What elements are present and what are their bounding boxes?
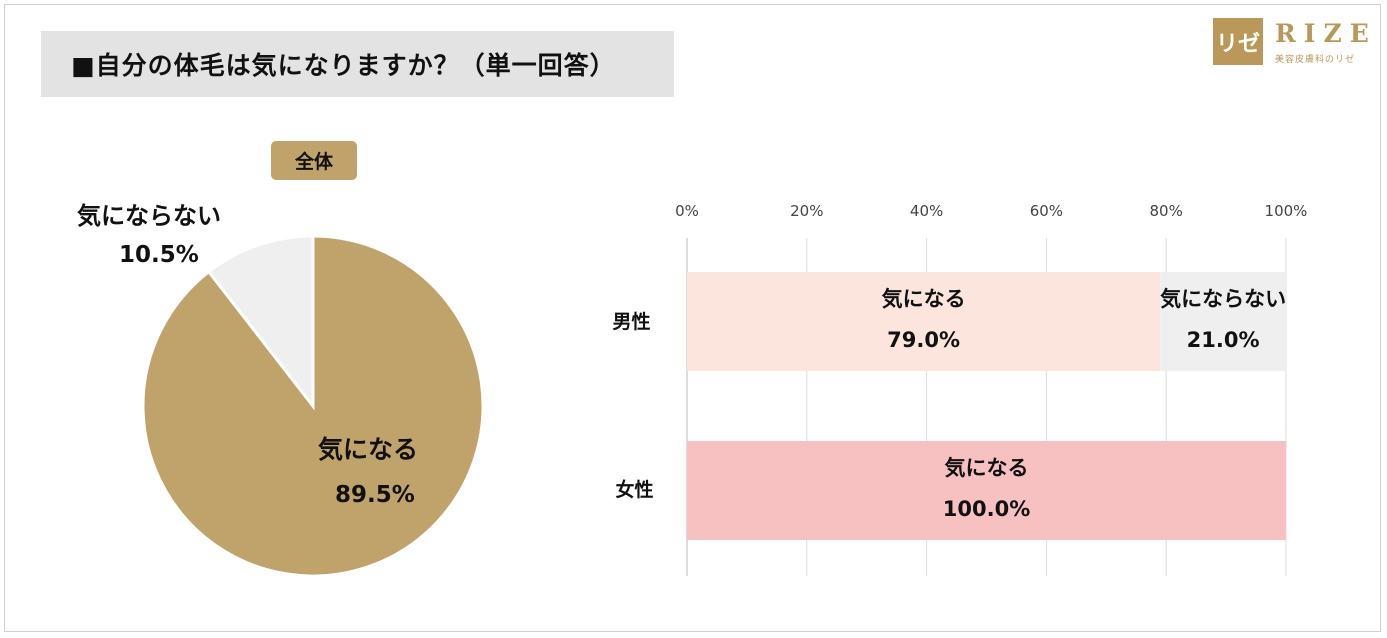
x-tick-0: 0% [675,202,699,220]
logo-mark: リゼ [1213,18,1263,65]
series-name: 気にならない [1160,287,1287,311]
x-tick-100: 100% [1264,202,1308,220]
chart-title: ■自分の体毛は気になりますか？（単一回答） [41,31,674,97]
pie-slice-kininaranai [206,234,315,411]
bar-female-kininaru [687,441,1286,540]
pie-value-kininaru: 89.5% [335,482,415,508]
category-male: 男性 [612,310,651,333]
series-name: 気になる [944,456,1029,480]
pie-badge-overall: 全体 [271,141,357,180]
series-name: 気になる [881,287,966,311]
value-label: 21.0% [1186,328,1260,352]
rize-logo: リゼ RIZE 美容皮膚科のリゼ [1213,18,1373,66]
bar-label-female-kininaru: 気になる 100.0% [943,448,1030,530]
logo-name: RIZE [1275,19,1377,48]
pie-label-kininaru: 気になる [318,435,419,464]
category-female: 女性 [615,478,654,501]
pie-value-kininaranai: 10.5% [119,242,199,268]
x-tick-20: 20% [790,202,824,220]
bar-male-kininaranai [1160,272,1286,371]
bar-label-male-kininaranai: 気にならない 21.0% [1160,279,1286,361]
value-label: 100.0% [942,497,1031,521]
logo-subtitle: 美容皮膚科のリゼ [1275,55,1356,65]
value-label: 79.0% [887,328,961,352]
bar-male-kininaru [687,272,1161,371]
bar-label-male-kininaru: 気になる 79.0% [882,279,966,361]
x-tick-60: 60% [1029,202,1064,220]
pie-label-kininaranai: 気にならない [77,202,221,230]
x-tick-40: 40% [909,202,944,220]
x-tick-80: 80% [1149,202,1183,220]
